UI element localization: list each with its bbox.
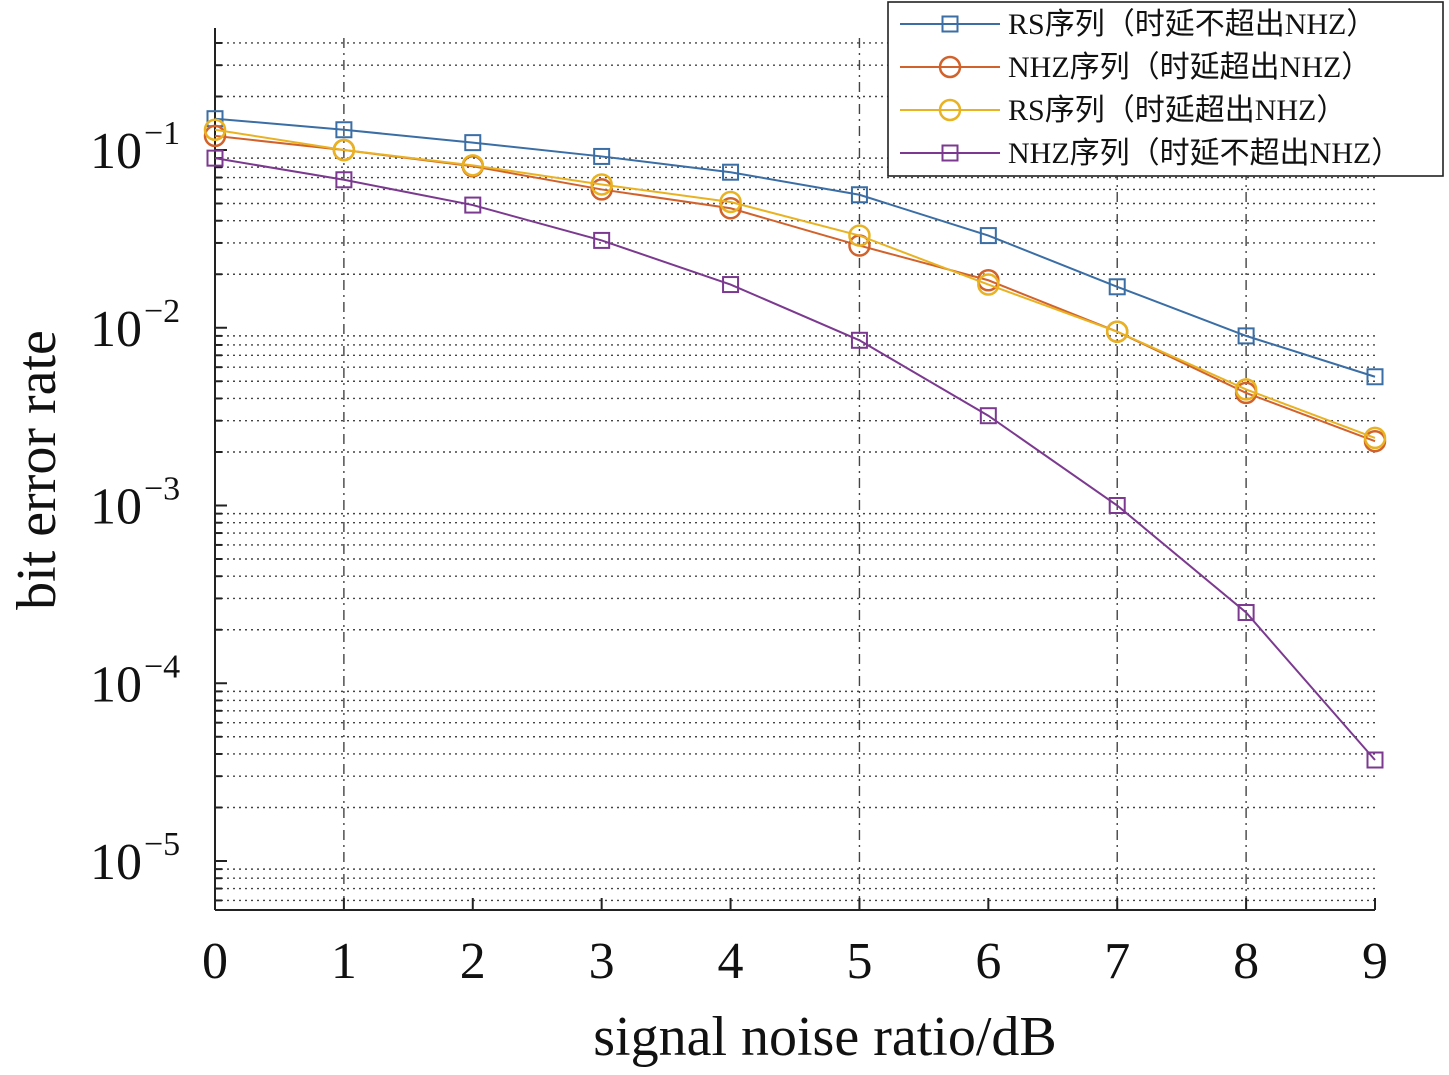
y-axis-title: bit error rate [6, 330, 68, 610]
x-tick-label: 5 [846, 933, 872, 990]
legend-item: NHZ序列（时延超出NHZ） [900, 51, 1371, 84]
data-point [1363, 426, 1387, 450]
legend-item: RS序列（时延超出NHZ） [900, 94, 1346, 127]
y-tick-label: 10 [90, 301, 142, 358]
data-point [464, 134, 482, 152]
legend-marker [938, 55, 962, 79]
series-group [203, 110, 1387, 769]
data-point [1237, 604, 1255, 622]
data-point [850, 331, 868, 349]
data-point [1234, 378, 1258, 401]
x-tick-label: 6 [975, 933, 1001, 990]
series-4 [206, 149, 1384, 769]
legend-marker [941, 144, 959, 162]
data-point [719, 190, 742, 214]
y-tick-label: 10 [90, 834, 142, 891]
data-point [719, 197, 742, 220]
y-tick-exponent: −1 [144, 115, 180, 152]
data-point [593, 231, 611, 249]
x-axis-title: signal noise ratio/dB [593, 1006, 1057, 1068]
data-point [850, 186, 868, 204]
data-point [1366, 368, 1384, 386]
x-tick-label: 4 [718, 933, 744, 990]
data-point [464, 196, 482, 214]
data-point [722, 276, 740, 294]
legend-label: RS序列（时延不超出NHZ） [1008, 8, 1376, 41]
data-point [335, 121, 353, 139]
legend-label: NHZ序列（时延超出NHZ） [1008, 51, 1371, 84]
legend-marker [938, 98, 962, 122]
data-point [1108, 278, 1126, 296]
data-point [590, 173, 613, 196]
data-point [593, 147, 611, 165]
data-point [203, 124, 227, 148]
series-line [214, 128, 1376, 439]
legend-item: RS序列（时延不超出NHZ） [900, 8, 1376, 41]
axes [214, 28, 1375, 911]
legend-box [887, 1, 1444, 177]
legend-marker [941, 15, 959, 33]
legend-item: NHZ序列（时延不超出NHZ） [900, 137, 1401, 170]
y-tick-label: 10 [90, 123, 142, 180]
data-point [206, 149, 224, 167]
data-point [979, 227, 997, 245]
y-tick-exponent: −2 [144, 293, 180, 330]
data-point [1108, 497, 1126, 514]
y-tick-exponent: −3 [144, 471, 180, 508]
series-line [214, 117, 1376, 378]
data-point [461, 154, 485, 177]
series-1 [206, 110, 1384, 386]
legend: RS序列（时延不超出NHZ） NHZ序列（时延超出NHZ） RS序列（时延超出NHZ… [887, 1, 1444, 177]
legend-label: NHZ序列（时延不超出NHZ） [1008, 137, 1401, 170]
x-tick-label: 1 [331, 933, 357, 990]
data-point [722, 163, 740, 181]
y-tick-label: 10 [90, 656, 142, 713]
y-tick-label: 10 [90, 479, 142, 536]
x-tick-label: 9 [1362, 933, 1388, 990]
data-point [1237, 327, 1255, 345]
data-point [979, 407, 997, 425]
series-line [214, 157, 1376, 761]
y-tick-exponent: −4 [144, 648, 180, 685]
x-tick-label: 0 [202, 933, 228, 990]
series-line [214, 134, 1376, 443]
data-point [977, 273, 1000, 296]
x-tick-label: 2 [460, 933, 486, 990]
data-point [848, 224, 871, 247]
y-tick-exponent: −5 [144, 826, 180, 863]
data-point [203, 118, 227, 141]
legend-label: RS序列（时延超出NHZ） [1008, 94, 1346, 127]
ticks: 0 1 2 3 4 5 6 7 8 910−110−210−310−410−5 [90, 41, 1388, 990]
data-point [1366, 751, 1384, 769]
series-3 [203, 118, 1387, 450]
x-tick-label: 8 [1233, 933, 1259, 990]
data-point [332, 138, 356, 162]
x-tick-label: 3 [589, 933, 615, 990]
data-point [1105, 320, 1129, 343]
x-tick-label: 7 [1104, 933, 1130, 990]
data-point [335, 171, 353, 189]
